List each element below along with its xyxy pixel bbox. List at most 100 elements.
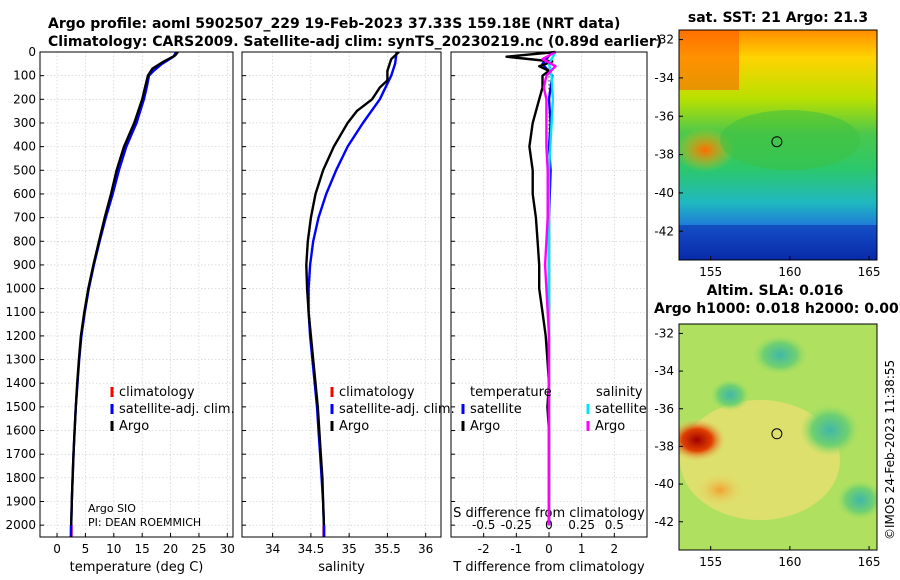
y-tick-label: 1800 [5, 471, 36, 485]
y-tick-label: 1500 [5, 400, 36, 414]
x-tick-label: 2 [611, 542, 619, 556]
map-x-tick-label: 155 [699, 555, 722, 569]
x-tick-label: 34 [265, 542, 280, 556]
sst-map-ticks: 155 160 165 -32 -34 -36 -38 -40 -42 [654, 33, 880, 279]
s-tick-label: -0.5 [472, 518, 495, 532]
x-tick-label: 36 [418, 542, 433, 556]
x-tick-label: -1 [510, 542, 522, 556]
y-tick-label: 700 [13, 211, 36, 225]
imos-credit: ©IMOS 24-Feb-2023 11:38:55 [883, 360, 897, 540]
x-tick-label: 34.5 [298, 542, 325, 556]
map-y-tick-label: -36 [654, 402, 674, 416]
sst-argo-marker [771, 136, 783, 148]
y-tick-label: 1600 [5, 424, 36, 438]
map-x-tick-label: 165 [858, 265, 881, 279]
y-tick-label: 900 [13, 258, 36, 272]
legend-label-satellite: satellite-adj. clim. [339, 402, 455, 417]
y-tick-label: 300 [13, 116, 36, 130]
y-tick-label: 1900 [5, 495, 36, 509]
series-line-s-argo [541, 50, 557, 526]
y-tick-label: 0 [28, 45, 36, 59]
y-tick-label: 100 [13, 69, 36, 83]
x-tick-label: 15 [135, 542, 150, 556]
sla-red-eddy [679, 418, 727, 462]
map-y-tick-label: -42 [654, 224, 674, 238]
sla-teal-eddy-1 [752, 335, 808, 375]
map-x-tick-label: 165 [858, 555, 881, 569]
y-tick-label: 1400 [5, 376, 36, 390]
temperature-panel: 0100200300400500600700800900100011001200… [5, 45, 235, 575]
plot-frame [241, 51, 442, 538]
s-tick-label: 0.25 [568, 518, 595, 532]
x-axis-label: temperature (deg C) [70, 560, 204, 575]
y-tick-label: 1100 [5, 305, 36, 319]
x-tick-label: 35 [342, 542, 357, 556]
difference-legend: temperature salinity satellite Argo sate… [461, 385, 647, 434]
sst-green-tongue [720, 110, 860, 170]
map-y-tick-label: -38 [654, 439, 674, 453]
legend-label-t-satellite: satellite [470, 402, 522, 417]
x-tick-label: -2 [478, 542, 490, 556]
salinity-legend: climatology satellite-adj. clim. Argo [330, 385, 455, 434]
map-x-tick-label: 160 [778, 265, 801, 279]
map-y-tick-label: -34 [654, 364, 674, 378]
x-axis-label: salinity [318, 560, 365, 575]
plot-frame [39, 51, 234, 538]
sst-warm-corner [679, 30, 739, 90]
x-tick-label: 10 [106, 542, 121, 556]
legend-label-argo: Argo [339, 419, 369, 434]
figure-title-line1: Argo profile: aoml 5902507_229 19-Feb-20… [48, 16, 620, 32]
x-tick-label: 35.5 [374, 542, 401, 556]
sla-map-ticks: 155 160 165 -32 -34 -36 -38 -40 -42 [654, 326, 880, 569]
map-y-tick-label: -40 [654, 186, 674, 200]
argo-pi-label: PI: DEAN ROEMMICH [88, 516, 201, 529]
map-y-tick-label: -32 [654, 326, 674, 340]
x-tick-label: 20 [163, 542, 178, 556]
sla-map-frame [678, 323, 878, 551]
sst-map-frame [678, 29, 878, 261]
s-tick-label: 0.5 [605, 518, 624, 532]
salinity-panel: 34 34.5 35 35.5 36 salinity [241, 51, 442, 575]
sla-teal-eddy-2 [800, 404, 860, 456]
map-y-tick-label: -40 [654, 477, 674, 491]
plot-frame [450, 51, 648, 538]
sla-map [679, 324, 877, 550]
legend-label-climatology: climatology [119, 385, 195, 400]
y-tick-label: 200 [13, 92, 36, 106]
x-tick-label: 0 [545, 542, 553, 556]
map-x-tick-label: 160 [778, 555, 801, 569]
y-tick-label: 500 [13, 163, 36, 177]
series-line-argo [305, 51, 400, 526]
map-y-tick-label: -32 [654, 33, 674, 47]
sla-map-title-line1: Altim. SLA: 0.016 [707, 283, 844, 299]
y-tick-label: 1000 [5, 282, 36, 296]
temperature-legend: climatology satellite-adj. clim. Argo [110, 385, 235, 434]
sst-map [679, 30, 877, 260]
x-axis-label: T difference from climatology [452, 560, 645, 575]
sst-blue-band [679, 225, 877, 260]
x-tick-label: 1 [578, 542, 586, 556]
s-tick-label: -0.25 [501, 518, 532, 532]
figure-title-line2: Climatology: CARS2009. Satellite-adj cli… [48, 34, 662, 50]
y-tick-label: 400 [13, 140, 36, 154]
x-tick-label: 0 [53, 542, 61, 556]
sla-orange-eddy [694, 472, 746, 508]
map-y-tick-label: -36 [654, 109, 674, 123]
legend-label-t-argo: Argo [470, 419, 500, 434]
y-tick-label: 1700 [5, 447, 36, 461]
x-tick-label: 30 [220, 542, 235, 556]
sla-teal-eddy-3 [836, 480, 877, 520]
sla-map-title-line2: Argo h1000: 0.018 h2000: 0.0024 [654, 301, 900, 317]
map-y-tick-label: -38 [654, 148, 674, 162]
argo-center-label: Argo SIO [88, 502, 136, 515]
y-tick-label: 600 [13, 187, 36, 201]
legend-heading-temperature: temperature [470, 385, 552, 400]
sla-argo-marker [771, 428, 783, 440]
y-tick-label: 2000 [5, 518, 36, 532]
legend-label-satellite: satellite-adj. clim. [119, 402, 235, 417]
legend-label-s-argo: Argo [595, 419, 625, 434]
map-y-tick-label: -42 [654, 515, 674, 529]
legend-label-s-satellite: satellite [595, 402, 647, 417]
sst-map-title: sat. SST: 21 Argo: 21.3 [688, 10, 868, 26]
